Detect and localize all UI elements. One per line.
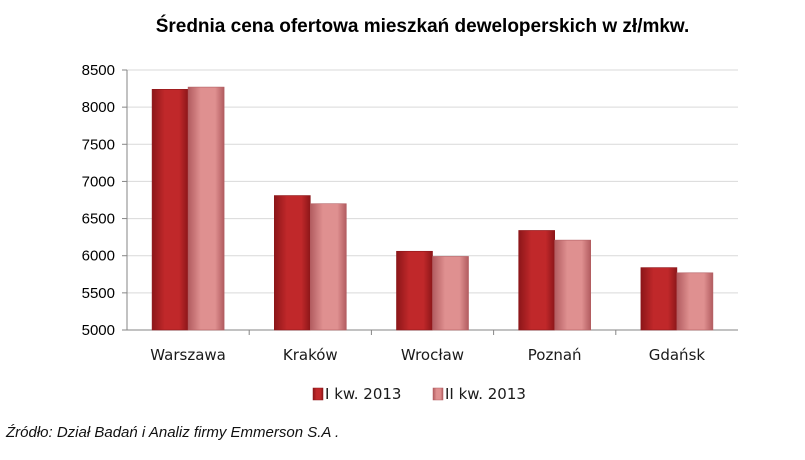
legend-swatch-0 — [312, 387, 324, 401]
bar-q2-0 — [187, 86, 225, 331]
y-tick-label: 5000 — [82, 322, 115, 339]
bar-q1-1 — [273, 195, 311, 331]
bar-q2-4 — [676, 272, 714, 331]
bar-q1-3 — [518, 230, 556, 331]
x-category-label: Kraków — [283, 346, 338, 364]
y-tick-label: 6500 — [82, 211, 115, 228]
source-note: Źródło: Dział Badań i Analiz firmy Emmer… — [6, 424, 340, 441]
y-tick-label: 8000 — [82, 99, 115, 116]
y-tick-label: 8500 — [82, 62, 115, 79]
y-tick-label: 6000 — [82, 248, 115, 265]
x-category-label: Gdańsk — [649, 346, 706, 364]
chart-title: Średnia cena ofertowa mieszkań deweloper… — [155, 16, 690, 37]
bar-q1-2 — [396, 250, 433, 331]
y-tick-label: 7500 — [82, 136, 115, 153]
legend-label-0: I kw. 2013 — [325, 385, 401, 403]
legend-label-1: II kw. 2013 — [445, 385, 526, 403]
bar-q1-0 — [151, 89, 189, 331]
x-category-label: Wrocław — [401, 346, 464, 364]
bar-q2-2 — [432, 256, 469, 331]
bar-q2-3 — [554, 239, 592, 331]
x-category-label: Poznań — [528, 346, 582, 364]
x-category-label: Warszawa — [150, 346, 226, 364]
y-tick-label: 7000 — [82, 173, 115, 190]
bar-q2-1 — [309, 203, 347, 331]
y-tick-label: 5500 — [82, 285, 115, 302]
bar-q1-4 — [640, 267, 678, 331]
legend-swatch-1 — [432, 387, 444, 401]
